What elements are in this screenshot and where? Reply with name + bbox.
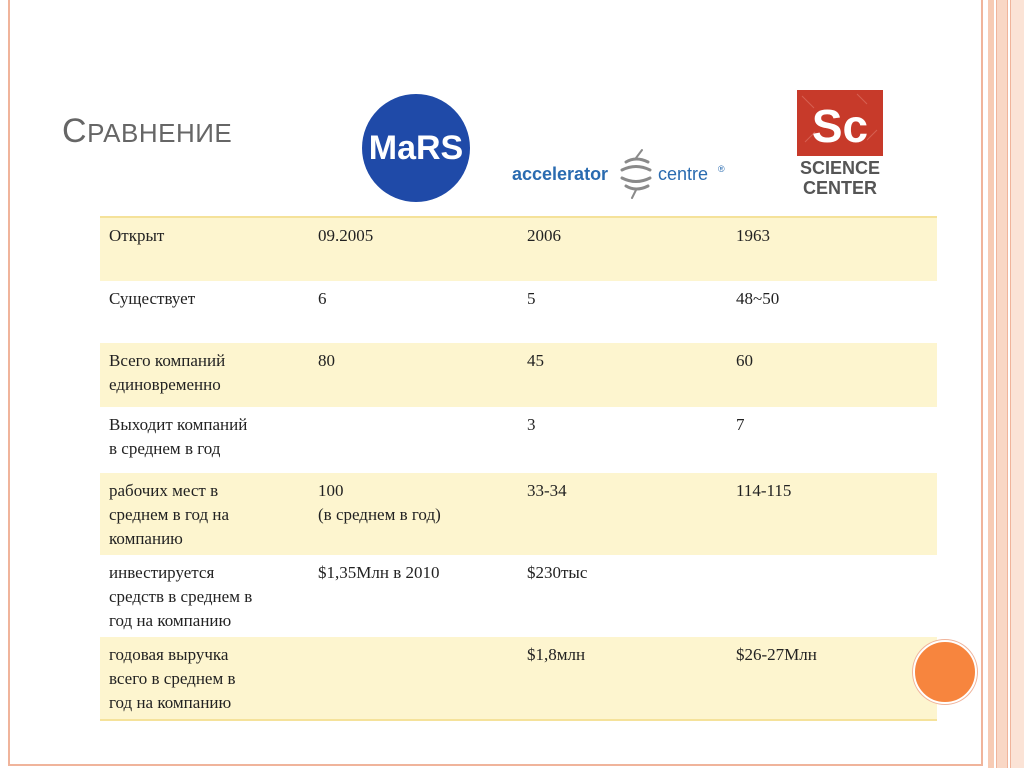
mars-logo-circle (362, 94, 470, 202)
table-row: Выходит компаний в среднем в год 3 7 (100, 407, 937, 473)
table-row: годовая выручка всего в среднем в год на… (100, 637, 937, 721)
row-label: Открыт (100, 216, 309, 281)
science-cell: 60 (736, 351, 753, 370)
row-label: годовая выручка всего в среднем в год на… (100, 637, 309, 721)
sc-logo-line2: CENTER (803, 178, 877, 198)
mars-cell: 09.2005 (309, 216, 518, 281)
accelerator-cell: 5 (527, 289, 536, 308)
accelerator-cell: 45 (527, 351, 544, 370)
mars-cell: 100 (в среднем в год) (318, 481, 441, 524)
sc-logo-line1: SCIENCE (800, 158, 880, 178)
decorative-circle (913, 640, 977, 704)
accelerator-logo-text: accelerator (512, 164, 608, 184)
row-label: Существует (109, 289, 196, 308)
accelerator-cell: 33-34 (527, 481, 567, 500)
science-cell: 7 (736, 415, 745, 434)
accelerator-cell: 2006 (518, 216, 727, 281)
mars-cell: 6 (318, 289, 327, 308)
row-label: рабочих мест в среднем в год на компанию (109, 481, 230, 548)
table-row: Существует 6 5 48~50 (100, 281, 937, 343)
mars-logo: MaRS (355, 92, 477, 204)
comparison-table: Открыт 09.2005 2006 1963 Существует 6 5 … (100, 216, 937, 721)
accelerator-cell: $1,8млн (518, 637, 727, 721)
row-label: Выходит компаний в среднем в год (109, 415, 248, 458)
accelerator-centre-logo: accelerator centre ® (512, 140, 737, 200)
row-label: инвестируется средств в среднем в год на… (109, 563, 253, 630)
decorative-stripe (1010, 0, 1024, 768)
mars-cell (309, 407, 518, 473)
mars-cell: 80 (318, 351, 335, 370)
science-cell: 114-115 (736, 481, 792, 500)
accelerator-cell: 3 (527, 415, 536, 434)
table-row: Открыт 09.2005 2006 1963 (100, 216, 937, 281)
mars-logo-text: MaRS (369, 129, 463, 167)
mars-cell (309, 637, 518, 721)
title-rest: РАВНЕНИЕ (87, 118, 233, 148)
science-cell: $26-27Млн (727, 637, 937, 721)
table-row: Всего компаний единовременно 80 45 60 (100, 343, 937, 407)
decorative-stripe (996, 0, 1008, 768)
table-row: рабочих мест в среднем в год на компанию… (100, 473, 937, 555)
row-label: Всего компаний единовременно (109, 351, 226, 394)
title-first-letter: С (62, 112, 88, 150)
science-cell (727, 555, 937, 637)
sc-logo-letters: Sc (812, 100, 868, 152)
centre-logo-text: centre (658, 164, 708, 184)
page-title: СРАВНЕНИЕ (62, 112, 232, 151)
sc-logo-block (797, 90, 883, 156)
mars-cell: $1,35Млн в 2010 (318, 563, 440, 582)
registered-mark: ® (718, 164, 725, 174)
accelerator-cell: $230тыс (527, 563, 588, 582)
science-center-logo: Sc SCIENCE CENTER (797, 90, 887, 200)
science-cell: 1963 (727, 216, 937, 281)
science-cell: 48~50 (736, 289, 780, 308)
accelerator-swirl-icon (620, 149, 652, 199)
slide-frame (8, 0, 983, 766)
table-row: инвестируется средств в среднем в год на… (100, 555, 937, 637)
decorative-stripe (988, 0, 994, 768)
